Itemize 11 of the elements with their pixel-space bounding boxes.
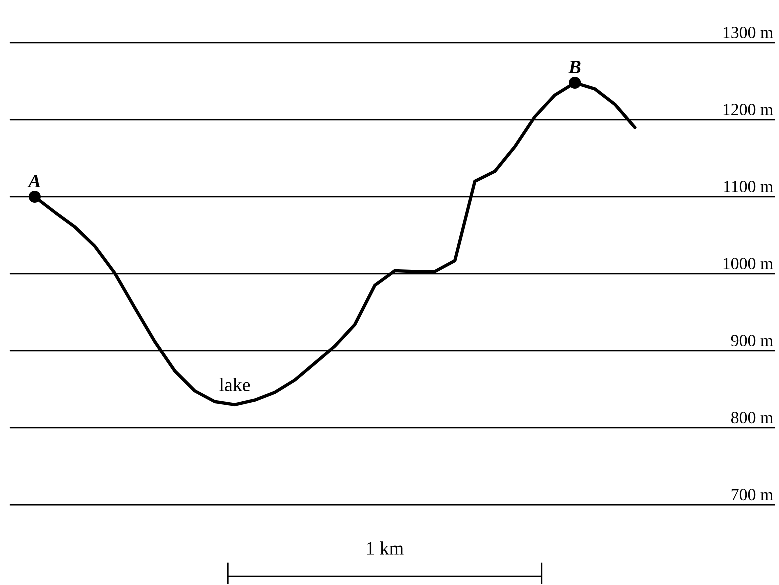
y-tick-label: 1300 m [724, 27, 774, 38]
y-tick-label: 800 m [731, 412, 774, 424]
annotation: lake [220, 378, 250, 392]
y-tick-label: 1100 m [724, 181, 774, 193]
annotation: B [568, 61, 581, 74]
annotation: A [28, 175, 40, 188]
y-tick-label: 1000 m [724, 258, 774, 270]
y-tick-label: 700 m [732, 489, 774, 501]
y-tick-label: 1200 m [724, 104, 774, 116]
y-tick-label: 900 m [731, 335, 774, 347]
text: 1 km [367, 542, 404, 555]
